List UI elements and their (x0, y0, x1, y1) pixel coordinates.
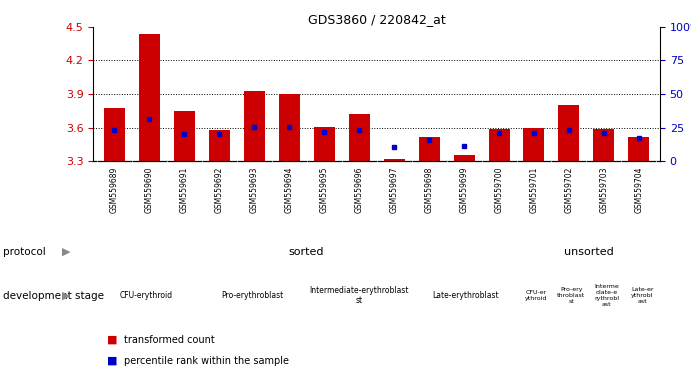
Text: ■: ■ (107, 356, 117, 366)
Text: GSM559691: GSM559691 (180, 167, 189, 213)
Text: GSM559704: GSM559704 (634, 167, 643, 213)
Text: Intermediate-erythroblast
st: Intermediate-erythroblast st (309, 286, 408, 305)
Text: GSM559696: GSM559696 (354, 167, 363, 213)
Text: GSM559698: GSM559698 (424, 167, 433, 213)
Text: ▶: ▶ (62, 247, 70, 257)
Text: GSM559703: GSM559703 (600, 167, 609, 213)
Text: protocol: protocol (3, 247, 46, 257)
Text: Late-er
ythrobl
ast: Late-er ythrobl ast (631, 287, 654, 304)
Text: GSM559697: GSM559697 (390, 167, 399, 213)
Text: Pro-erythroblast: Pro-erythroblast (222, 291, 284, 300)
Text: GSM559700: GSM559700 (495, 167, 504, 213)
Text: percentile rank within the sample: percentile rank within the sample (124, 356, 290, 366)
Bar (209, 130, 229, 161)
Text: ▶: ▶ (62, 291, 70, 301)
Bar (314, 127, 334, 161)
Bar (384, 159, 404, 161)
Bar (628, 137, 650, 161)
Bar (244, 91, 265, 161)
Text: CFU-er
ythroid: CFU-er ythroid (524, 290, 547, 301)
Text: Late-erythroblast: Late-erythroblast (432, 291, 498, 300)
Bar (524, 127, 545, 161)
Text: GSM559692: GSM559692 (215, 167, 224, 213)
Text: GSM559701: GSM559701 (529, 167, 538, 213)
Text: GSM559699: GSM559699 (460, 167, 468, 213)
Text: GSM559702: GSM559702 (565, 167, 574, 213)
Bar (173, 111, 195, 161)
Bar (594, 129, 614, 161)
Bar (453, 155, 475, 161)
Text: Interme
diate-e
rythrobl
ast: Interme diate-e rythrobl ast (594, 285, 619, 307)
Text: transformed count: transformed count (124, 335, 215, 345)
Title: GDS3860 / 220842_at: GDS3860 / 220842_at (307, 13, 446, 26)
Text: development stage: development stage (3, 291, 104, 301)
Text: unsorted: unsorted (565, 247, 614, 257)
Text: GSM559695: GSM559695 (320, 167, 329, 213)
Text: CFU-erythroid: CFU-erythroid (120, 291, 173, 300)
Bar (489, 129, 509, 161)
Text: ■: ■ (107, 335, 117, 345)
Bar (139, 33, 160, 161)
Text: Pro-ery
throblast
st: Pro-ery throblast st (557, 287, 585, 304)
Bar (104, 108, 125, 161)
Text: GSM559693: GSM559693 (249, 167, 258, 213)
Bar (419, 137, 439, 161)
Bar (349, 114, 370, 161)
Text: GSM559689: GSM559689 (110, 167, 119, 213)
Text: GSM559690: GSM559690 (144, 167, 153, 213)
Bar (558, 105, 580, 161)
Bar (278, 94, 300, 161)
Text: sorted: sorted (288, 247, 323, 257)
Text: GSM559694: GSM559694 (285, 167, 294, 213)
